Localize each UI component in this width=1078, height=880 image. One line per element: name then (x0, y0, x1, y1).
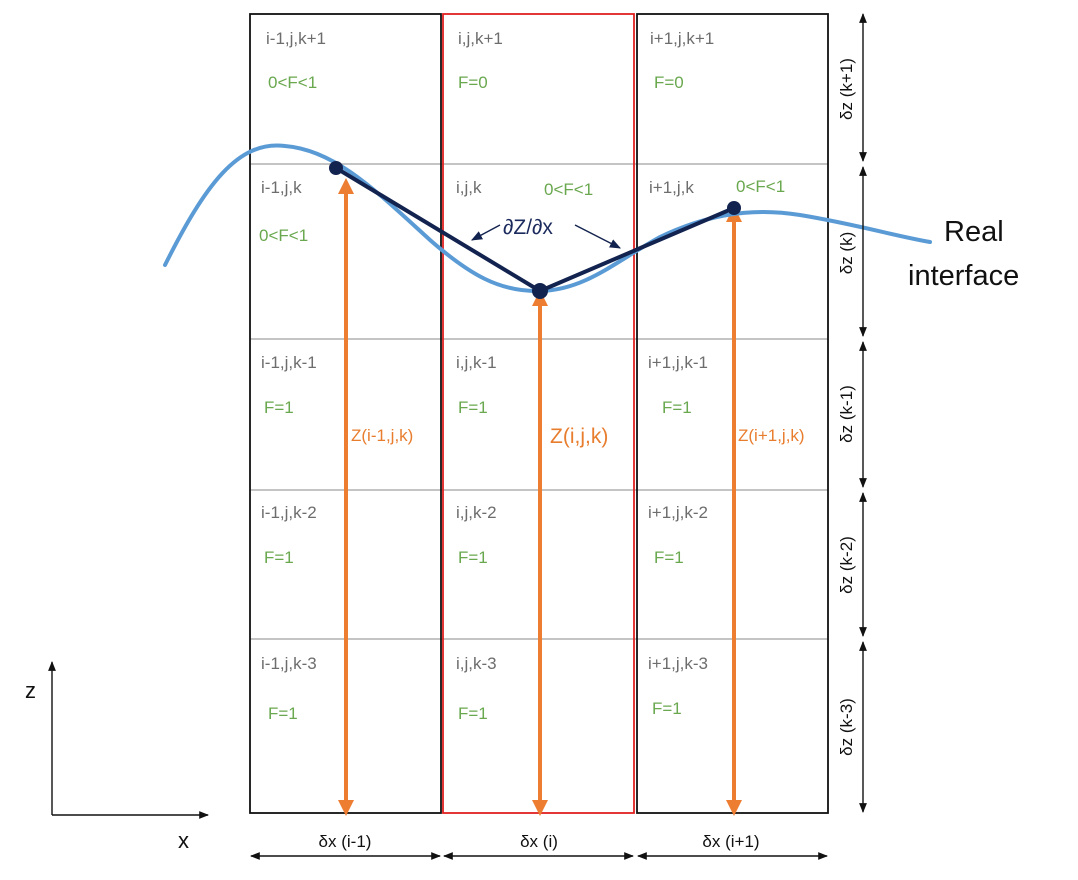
column-width-dimensions: δx (i-1) δx (i) δx (i+1) (250, 832, 828, 860)
cell-volume-fraction: F=1 (458, 704, 488, 723)
cell-volume-fraction: 0<F<1 (544, 180, 593, 199)
cell-volume-fraction: F=0 (458, 73, 488, 92)
row-height-label: δz (k-1) (837, 385, 856, 443)
row-height-label: δz (k-3) (837, 698, 856, 756)
cell-index-label: i+1,j,k+1 (650, 29, 714, 48)
row-height-label: δz (k+1) (837, 58, 856, 120)
cell-volume-fraction: F=1 (662, 398, 692, 417)
cell-volume-fraction: F=0 (654, 73, 684, 92)
interface-label-line-1: Real (944, 216, 1004, 248)
cell-index-label: i-1,j,k (261, 178, 302, 197)
cell-index-label: i,j,k+1 (458, 29, 503, 48)
cell-index-label: i,j,k-3 (456, 654, 497, 673)
coordinate-axes: z x (25, 661, 209, 853)
cell-volume-fraction: F=1 (654, 548, 684, 567)
row-height-dimensions: δz (k+1) δz (k) δz (k-1) δz (k-2) δz (k-… (837, 13, 867, 813)
cell-volume-fraction: F=1 (264, 398, 294, 417)
interface-point-left (329, 161, 343, 175)
cell-index-label: i-1,j,k-1 (261, 353, 317, 372)
cell-index-label: i+1,j,k-2 (648, 503, 708, 522)
cell-index-label: i+1,j,k-1 (648, 353, 708, 372)
column-width-label: δx (i-1) (319, 832, 372, 851)
interface-label-line-2: interface (908, 260, 1019, 292)
cell-volume-fraction: F=1 (458, 398, 488, 417)
cell-index-label: i-1,j,k-3 (261, 654, 317, 673)
cell-volume-fraction: 0<F<1 (259, 226, 308, 245)
height-label-left: Z(i-1,j,k) (351, 426, 413, 445)
gradient-label: ∂Z/∂x (503, 216, 553, 239)
cell-index-label: i,j,k (456, 178, 482, 197)
cell-volume-fraction: F=1 (652, 699, 682, 718)
cell-index-label: i+1,j,k-3 (648, 654, 708, 673)
cell-index-label: i-1,j,k-2 (261, 503, 317, 522)
cell-volume-fraction: F=1 (458, 548, 488, 567)
cell-index-label: i+1,j,k (649, 178, 694, 197)
cell-index-label: i-1,j,k+1 (266, 29, 326, 48)
row-height-label: δz (k-2) (837, 536, 856, 594)
column-width-label: δx (i) (520, 832, 558, 851)
row-height-label: δz (k) (837, 232, 856, 275)
cell-index-label: i,j,k-2 (456, 503, 497, 522)
height-arrows: Z(i-1,j,k) Z(i,j,k) Z(i+1,j,k) (338, 178, 805, 816)
interface-point-center (532, 283, 548, 299)
cell-labels: i-1,j,k+1 0<F<1 i,j,k+1 F=0 i+1,j,k+1 F=… (259, 29, 785, 723)
reconstructed-interface: ∂Z/∂x (329, 161, 741, 299)
z-axis-label: z (25, 678, 36, 703)
height-label-center: Z(i,j,k) (550, 425, 608, 448)
cell-volume-fraction: 0<F<1 (736, 177, 785, 196)
cell-volume-fraction: F=1 (264, 548, 294, 567)
cell-volume-fraction: F=1 (268, 704, 298, 723)
interface-point-right (727, 201, 741, 215)
interface-label: Real interface (908, 216, 1019, 292)
gradient-pointer-right (574, 224, 621, 249)
cell-index-label: i,j,k-1 (456, 353, 497, 372)
x-axis-label: x (178, 828, 189, 853)
column-width-label: δx (i+1) (702, 832, 759, 851)
gradient-pointer-left (471, 224, 501, 241)
height-label-right: Z(i+1,j,k) (738, 426, 805, 445)
cell-volume-fraction: 0<F<1 (268, 73, 317, 92)
